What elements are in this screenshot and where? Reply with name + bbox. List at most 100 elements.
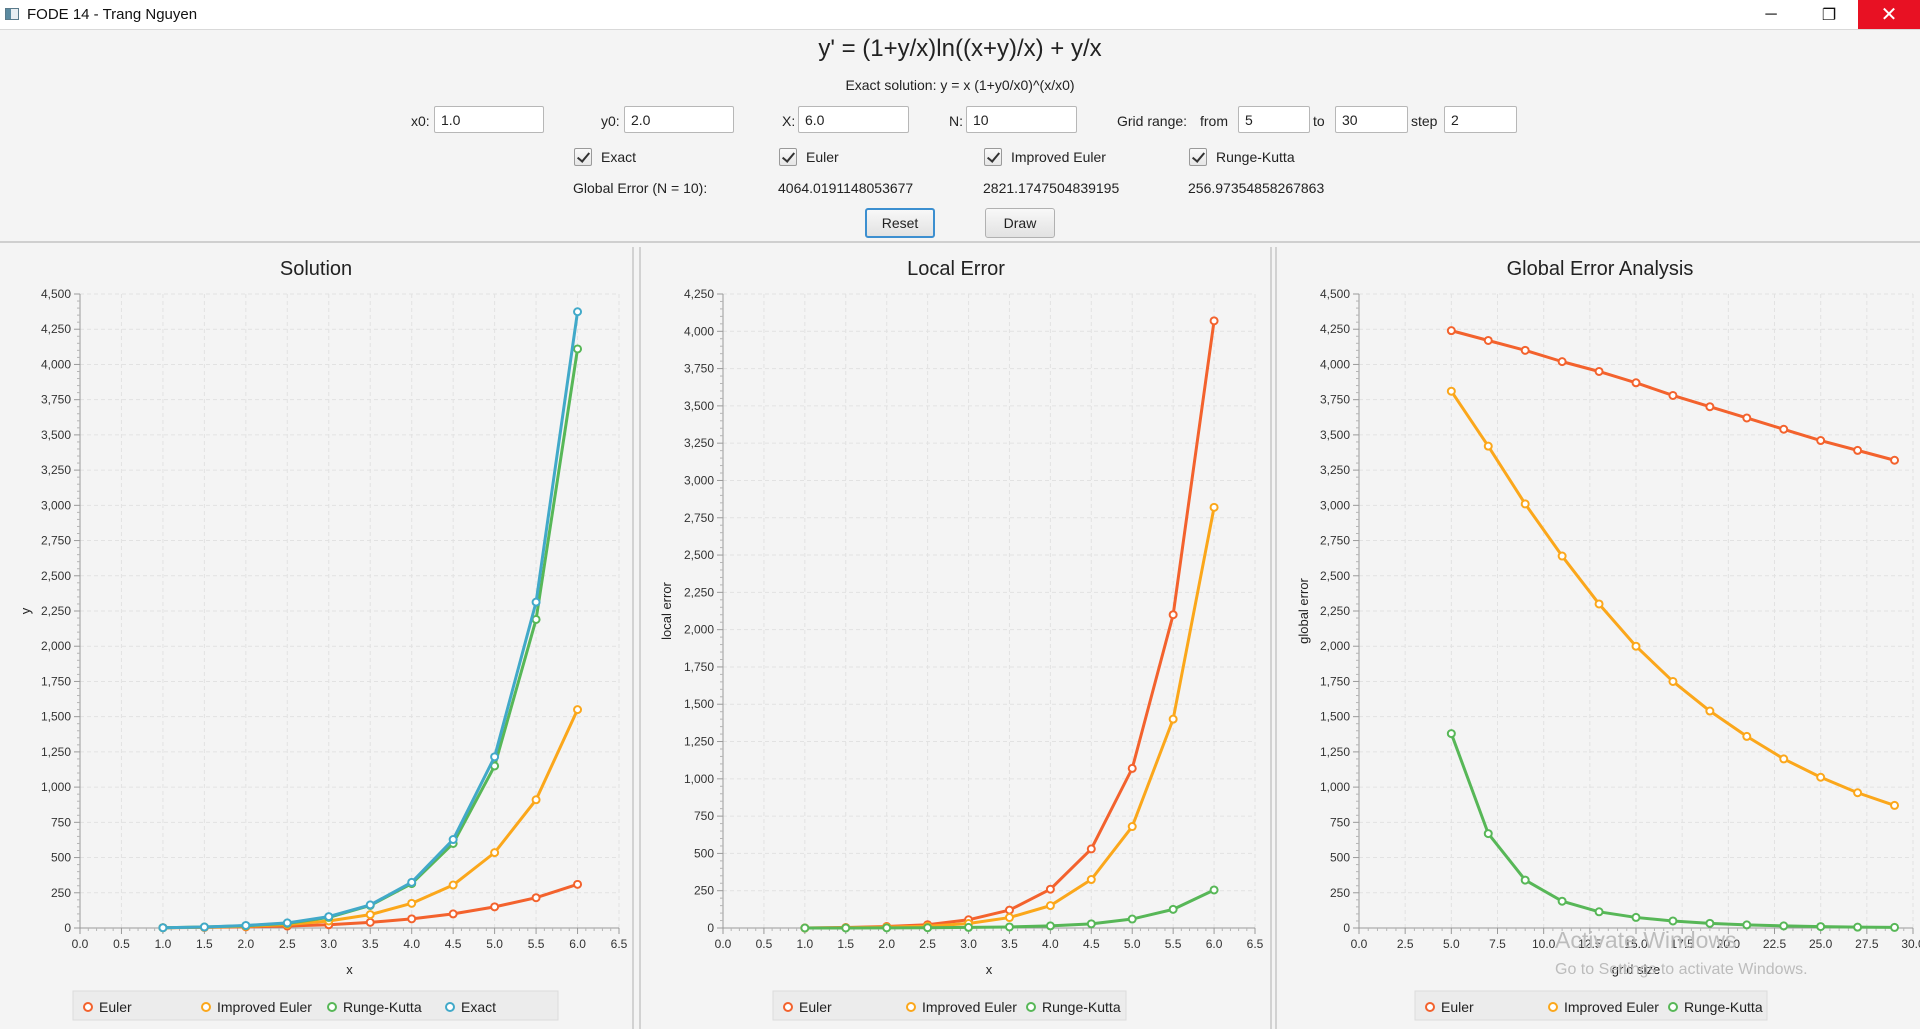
y-tick-label: 1,750	[684, 660, 714, 674]
y-tick-label: 4,250	[684, 287, 714, 301]
runge-kutta-point	[964, 922, 974, 932]
euler-point	[1557, 357, 1567, 367]
exact-checkbox-label: Exact	[601, 149, 637, 165]
improved-euler-point	[1483, 441, 1493, 451]
x-tick-label: 10.0	[1532, 937, 1556, 951]
global-y-axis-label: global error	[1296, 577, 1311, 643]
y-tick-label: 3,750	[684, 362, 714, 376]
y-tick-label: 3,000	[684, 473, 714, 487]
euler-point	[531, 893, 541, 903]
y-tick-label: 250	[51, 886, 71, 900]
euler-point	[1520, 345, 1530, 355]
x-tick-label: 5.0	[1124, 937, 1141, 951]
improved-euler-point	[407, 898, 417, 908]
x-tick-label: 3.0	[320, 937, 337, 951]
runge-kutta-point	[1168, 904, 1178, 914]
grid-step-input[interactable]	[1444, 106, 1517, 133]
improved-euler-point	[1557, 551, 1567, 561]
runge-kutta-point	[1631, 912, 1641, 922]
improved-euler-checkbox[interactable]	[984, 148, 1002, 166]
solution-chart-title: Solution	[280, 258, 352, 280]
runge-kutta-point	[1446, 729, 1456, 739]
y-tick-label: 1,000	[1320, 780, 1350, 794]
solution-grid	[79, 293, 620, 929]
X-input[interactable]	[798, 106, 909, 133]
global-legend: Euler Improved Euler Runge-Kutta	[1414, 990, 1768, 1021]
y-tick-label: 750	[1330, 815, 1350, 829]
runge-kutta-point	[1853, 922, 1863, 932]
solution-chart-panel: Solution 0.0 0.5 1.0 1.5 2.0 2.5 3.0 3.5 4.0 4.5 5.…	[0, 247, 634, 1029]
maximize-button[interactable]: ❐	[1821, 6, 1837, 24]
global-series-improved-euler	[1446, 386, 1900, 810]
global-error-chart-panel: Global Error Analysis 0.0 2.5 5.0 7.5 10.0 12.…	[1275, 247, 1920, 1029]
y-tick-label: 2,750	[1320, 534, 1350, 548]
legend-label-runge-kutta: Runge-Kutta	[1042, 999, 1121, 1015]
y-tick-label: 4,250	[41, 322, 71, 336]
x-tick-label: 30.0	[1901, 937, 1920, 951]
improved-euler-point	[1086, 875, 1096, 885]
exact-solution-label: Exact solution: y = x (1+y0/x0)^(x/x0)	[845, 77, 1075, 93]
euler-point	[1127, 763, 1137, 773]
improved-euler-checkbox-label: Improved Euler	[1011, 149, 1106, 165]
improved-euler-point	[1209, 502, 1219, 512]
euler-point	[1853, 445, 1863, 455]
draw-button[interactable]: Draw	[985, 208, 1055, 238]
euler-point	[1631, 378, 1641, 388]
euler-point	[1483, 335, 1493, 345]
x-tick-label: 25.0	[1809, 937, 1833, 951]
y-tick-label: 3,750	[41, 393, 71, 407]
x-tick-label: 6.0	[569, 937, 586, 951]
improved-euler-point	[448, 880, 458, 890]
grid-from-input[interactable]	[1238, 106, 1310, 133]
runge-kutta-point	[1742, 920, 1752, 930]
legend-marker-runge-kutta	[1668, 1002, 1678, 1012]
improved-euler-line	[1450, 390, 1896, 807]
exact-checkbox[interactable]	[574, 148, 592, 166]
runge-kutta-point	[800, 923, 810, 933]
legend-label-exact: Exact	[461, 999, 496, 1015]
improved-euler-point	[1853, 788, 1863, 798]
minimize-button[interactable]: ─	[1765, 5, 1777, 23]
y0-input[interactable]	[624, 106, 734, 133]
runge-kutta-point	[923, 923, 933, 933]
runge-kutta-point	[1520, 875, 1530, 885]
y-tick-label: 2,250	[41, 604, 71, 618]
y-tick-label: 3,500	[1320, 428, 1350, 442]
global-error-label: Global Error (N = 10):	[573, 180, 708, 196]
legend-marker-euler	[83, 1002, 93, 1012]
x-tick-label: 0.5	[113, 937, 130, 951]
x-tick-label: 6.5	[1247, 937, 1264, 951]
y-tick-label: 3,000	[41, 498, 71, 512]
global-series-runge-kutta	[1446, 729, 1900, 932]
runge-kutta-point	[1209, 885, 1219, 895]
grid-step-label: step	[1411, 113, 1438, 129]
y-tick-label: 3,250	[1320, 463, 1350, 477]
euler-point	[1594, 366, 1604, 376]
local-error-chart: Local Error 0.0 0.5 1.0 1.5 2.0 2.5 3.0 3.5 4.0 4.…	[659, 258, 1264, 1021]
euler-checkbox[interactable]	[779, 148, 797, 166]
exact-point	[573, 307, 583, 317]
runge-kutta-checkbox[interactable]	[1189, 148, 1207, 166]
y-tick-label: 3,500	[41, 428, 71, 442]
x-tick-label: 5.0	[1443, 937, 1460, 951]
y-tick-label: 250	[694, 884, 714, 898]
euler-point	[1086, 844, 1096, 854]
activate-windows-watermark: Activate Windows	[1555, 927, 1737, 953]
y-tick-label: 4,500	[1320, 287, 1350, 301]
N-input[interactable]	[966, 106, 1077, 133]
y-tick-label: 250	[1330, 886, 1350, 900]
euler-point	[490, 902, 500, 912]
x0-input[interactable]	[434, 106, 544, 133]
y-tick-label: 4,000	[1320, 357, 1350, 371]
grid-to-input[interactable]	[1335, 106, 1408, 133]
x-tick-label: 4.5	[445, 937, 462, 951]
x-tick-label: 6.0	[1206, 937, 1223, 951]
close-button[interactable]: ✕	[1858, 0, 1920, 29]
improved-euler-point	[1668, 676, 1678, 686]
y-tick-label: 750	[51, 815, 71, 829]
legend-marker-euler	[783, 1002, 793, 1012]
window-title: FODE 14 - Trang Nguyen	[27, 6, 198, 23]
legend-label-euler: Euler	[1441, 999, 1474, 1015]
y-tick-label: 1,250	[41, 745, 71, 759]
reset-button[interactable]: Reset	[865, 208, 935, 238]
